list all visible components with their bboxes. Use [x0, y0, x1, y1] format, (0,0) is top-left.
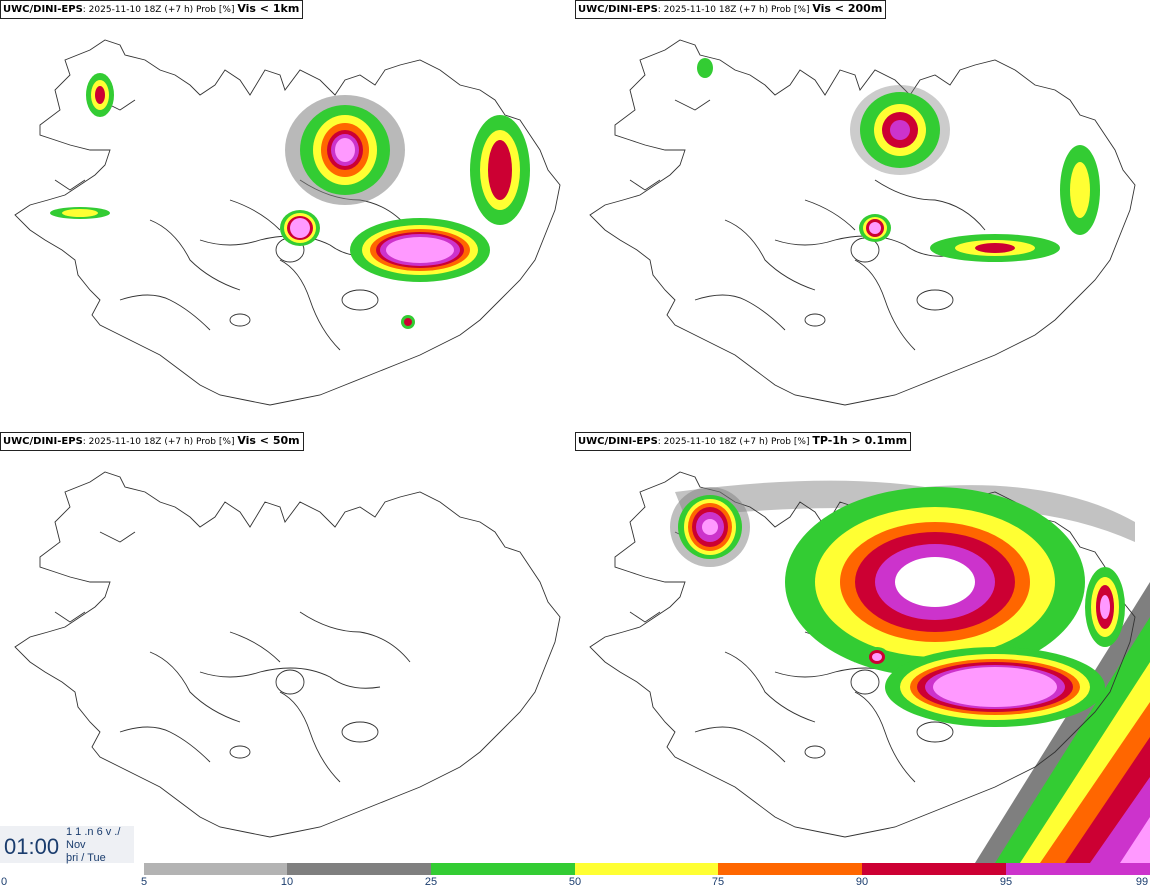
blob-center — [280, 210, 320, 246]
blob-center — [865, 647, 889, 667]
blob-north — [850, 85, 950, 175]
panel-variable: Vis < 200m — [812, 2, 883, 15]
iceland-map — [14, 471, 561, 838]
panel-title: UWC/DINI-EPS: 2025-11-10 18Z (+7 h) Prob… — [575, 432, 912, 451]
colorbar-tick: 95 — [999, 876, 1013, 888]
colorbar-tick: 99 — [1135, 876, 1149, 888]
blob-east — [350, 218, 490, 282]
model-name: UWC/DINI-EPS — [3, 436, 83, 447]
probability-overlay — [697, 58, 1100, 262]
colorbar-tick: 90 — [855, 876, 869, 888]
colorbar-tick: 50 — [568, 876, 582, 888]
map-panel-vis-1km: UWC/DINI-EPS: 2025-11-10 18Z (+7 h) Prob… — [0, 0, 575, 432]
panel-variable: TP-1h > 0.1mm — [812, 434, 908, 447]
probability-overlay — [50, 73, 530, 329]
blob-east — [1085, 567, 1125, 647]
colorbar-legend: 0 5 10 25 50 75 90 95 99 — [0, 863, 1150, 891]
blob-ne — [1060, 145, 1100, 235]
blob-nw — [670, 487, 750, 567]
valid-time: 01:00 — [4, 834, 60, 859]
colorbar-tick: 5 — [140, 876, 148, 888]
blob-south — [401, 315, 415, 329]
probability-underlay — [675, 480, 1150, 863]
panel-meta: 2025-11-10 18Z (+7 h) Prob [%] — [663, 437, 810, 447]
panel-title: UWC/DINI-EPS: 2025-11-10 18Z (+7 h) Prob… — [0, 432, 304, 451]
model-name: UWC/DINI-EPS — [578, 436, 658, 447]
blob-south — [885, 647, 1105, 727]
blob-nw — [697, 58, 713, 78]
blob-north — [785, 487, 1085, 677]
probability-overlay — [670, 487, 1125, 727]
blob-west — [50, 207, 110, 219]
colorbar-tick: 75 — [711, 876, 725, 888]
colorbar-bin — [287, 863, 431, 875]
map-panel-precip: UWC/DINI-EPS: 2025-11-10 18Z (+7 h) Prob… — [575, 432, 1150, 863]
panel-variable: Vis < 1km — [237, 2, 300, 15]
band-pink — [1120, 817, 1150, 863]
colorbar-bin — [144, 863, 287, 875]
model-name: UWC/DINI-EPS — [578, 4, 658, 15]
valid-weekday: þri / Tue — [66, 852, 106, 864]
colorbar-tick: 25 — [424, 876, 438, 888]
colorbar-bin — [431, 863, 575, 875]
valid-date-line: 1 1 .n 6 v ./ — [66, 826, 121, 838]
colorbar-bin — [862, 863, 1006, 875]
colorbar-tick: 10 — [280, 876, 294, 888]
blob-ne — [470, 115, 530, 225]
model-name: UWC/DINI-EPS — [3, 4, 83, 15]
band-north-grey — [675, 480, 1135, 542]
colorbar-tick: 0 — [0, 876, 8, 888]
panel-meta: 2025-11-10 18Z (+7 h) Prob [%] — [88, 5, 235, 15]
colorbar-bin — [1006, 863, 1150, 875]
map-panel-vis-50m: UWC/DINI-EPS: 2025-11-10 18Z (+7 h) Prob… — [0, 432, 575, 863]
blob-center — [859, 214, 891, 242]
colorbar-bin — [575, 863, 718, 875]
valid-time-box: 01:00 1 1 .n 6 v ./ Nov þri / Tue — [0, 826, 134, 864]
panel-title: UWC/DINI-EPS: 2025-11-10 18Z (+7 h) Prob… — [0, 0, 304, 19]
panel-meta: 2025-11-10 18Z (+7 h) Prob [%] — [88, 437, 235, 447]
colorbar-bin — [718, 863, 862, 875]
blob-north — [285, 95, 405, 205]
panel-meta: 2025-11-10 18Z (+7 h) Prob [%] — [663, 5, 810, 15]
panel-variable: Vis < 50m — [237, 434, 300, 447]
valid-month: Nov — [66, 839, 86, 851]
panel-title: UWC/DINI-EPS: 2025-11-10 18Z (+7 h) Prob… — [575, 0, 887, 19]
map-panel-vis-200m: UWC/DINI-EPS: 2025-11-10 18Z (+7 h) Prob… — [575, 0, 1150, 432]
blob-nw — [86, 73, 114, 117]
blob-east — [930, 234, 1060, 262]
